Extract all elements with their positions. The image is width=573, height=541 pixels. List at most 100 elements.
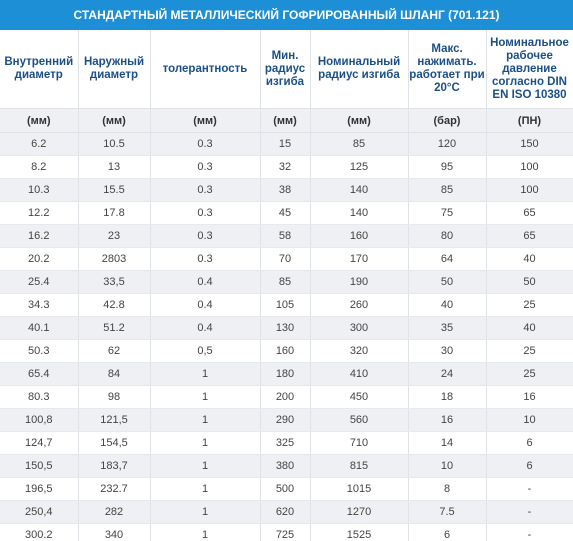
data-cell: 1 [150,500,261,524]
data-cell: 300 [310,316,409,340]
data-cell: 23 [78,224,151,248]
data-cell: 85 [408,178,487,202]
data-cell: 65 [486,201,573,225]
data-cell: 84 [78,362,151,386]
data-cell: 320 [310,339,409,363]
data-cell: 12.2 [0,201,79,225]
data-row: 10.3 15.5 0.3 38 140 85 100 [0,178,573,202]
data-cell: 100 [486,178,573,202]
data-cell: 0.3 [150,132,261,156]
data-cell: 154,5 [78,431,151,455]
data-cell: 121,5 [78,408,151,432]
data-cell: 1 [150,431,261,455]
data-cell: 150,5 [0,454,79,478]
data-cell: 25 [486,339,573,363]
data-row: 16.2 23 0.3 58 160 80 65 [0,224,573,248]
data-cell: 35 [408,316,487,340]
data-cell: 200 [260,385,311,409]
data-cell: 6 [486,454,573,478]
unit-cell: (мм) [150,108,261,133]
column-header: Наружный диаметр [78,30,151,109]
data-cell: 1 [150,454,261,478]
data-cell: 80.3 [0,385,79,409]
data-row: 80.3 98 1 200 450 18 16 [0,385,573,409]
data-cell: 1015 [310,477,409,501]
data-cell: 0.3 [150,247,261,271]
data-cell: 25.4 [0,270,79,294]
data-cell: 180 [260,362,311,386]
column-header: Макс. нажимать. работает при 20°C [408,30,487,109]
data-cell: 620 [260,500,311,524]
unit-cell: (мм) [78,108,151,133]
data-cell: 10.5 [78,132,151,156]
data-cell: 250,4 [0,500,79,524]
data-row: 50.3 62 0,5 160 320 30 25 [0,339,573,363]
data-cell: 725 [260,523,311,541]
data-cell: 140 [310,178,409,202]
data-cell: 24 [408,362,487,386]
data-row: 100,8 121,5 1 290 560 16 10 [0,408,573,432]
data-cell: 0.4 [150,316,261,340]
data-cell: 1 [150,523,261,541]
data-cell: 80 [408,224,487,248]
data-row: 6.2 10.5 0.3 15 85 120 150 [0,132,573,156]
data-cell: 62 [78,339,151,363]
data-cell: 300.2 [0,523,79,541]
data-row: 12.2 17.8 0.3 45 140 75 65 [0,201,573,225]
data-cell: 232.7 [78,477,151,501]
header-row: Внутренний диаметр Наружный диаметр толера… [0,30,573,109]
data-cell: 160 [260,339,311,363]
data-row: 65.4 84 1 180 410 24 25 [0,362,573,386]
data-cell: 410 [310,362,409,386]
data-cell: 1525 [310,523,409,541]
data-row: 124,7 154,5 1 325 710 14 6 [0,431,573,455]
spec-table: Внутренний диаметр Наружный диаметр толера… [0,30,573,541]
data-cell: - [486,500,573,524]
data-cell: 98 [78,385,151,409]
data-row: 40.1 51.2 0.4 130 300 35 40 [0,316,573,340]
data-cell: 290 [260,408,311,432]
table-title: СТАНДАРТНЫЙ МЕТАЛЛИЧЕСКИЙ ГОФРИРОВАННЫЙ … [0,0,573,30]
data-cell: 65.4 [0,362,79,386]
data-cell: 120 [408,132,487,156]
data-cell: 340 [78,523,151,541]
data-cell: 40 [486,247,573,271]
data-cell: 380 [260,454,311,478]
data-cell: 51.2 [78,316,151,340]
data-cell: 130 [260,316,311,340]
data-cell: 10 [408,454,487,478]
data-row: 34.3 42.8 0.4 105 260 40 25 [0,293,573,317]
data-cell: 20.2 [0,247,79,271]
data-cell: 6.2 [0,132,79,156]
units-row: (мм) (мм) (мм) (мм) (мм) (бар) (ПН) [0,108,573,133]
data-cell: 40.1 [0,316,79,340]
data-cell: 170 [310,247,409,271]
data-cell: 183,7 [78,454,151,478]
data-cell: 18 [408,385,487,409]
data-cell: 85 [260,270,311,294]
data-cell: 100 [486,155,573,179]
data-cell: 0.3 [150,178,261,202]
data-cell: 125 [310,155,409,179]
data-cell: 105 [260,293,311,317]
data-cell: 50.3 [0,339,79,363]
data-cell: 40 [408,293,487,317]
data-cell: 8.2 [0,155,79,179]
column-header: Номинальный радиус изгиба [310,30,409,109]
data-cell: 25 [486,293,573,317]
data-cell: 38 [260,178,311,202]
data-cell: 16.2 [0,224,79,248]
column-header: Номинальное рабочее давление согласно DI… [486,30,573,109]
data-cell: 50 [408,270,487,294]
data-cell: 7.5 [408,500,487,524]
data-cell: 0,5 [150,339,261,363]
column-header: Мин. радиус изгиба [260,30,311,109]
data-cell: 10 [486,408,573,432]
column-header: Внутренний диаметр [0,30,79,109]
data-cell: 16 [486,385,573,409]
data-cell: 33,5 [78,270,151,294]
data-cell: 0.3 [150,201,261,225]
data-cell: 450 [310,385,409,409]
data-cell: 1 [150,362,261,386]
